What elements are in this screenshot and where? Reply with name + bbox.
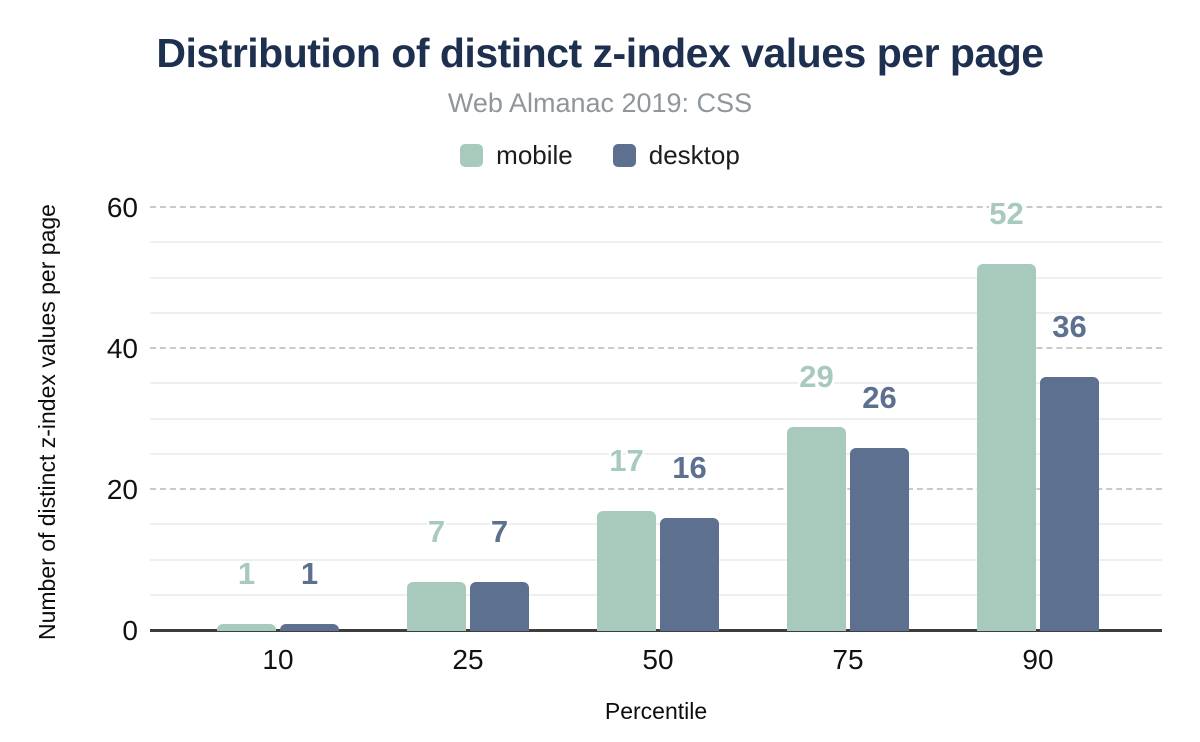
legend-swatch-mobile xyxy=(460,144,484,167)
bar-mobile-p90 xyxy=(977,264,1036,631)
bar-mobile-p25 xyxy=(407,581,466,631)
major-gridline-20 xyxy=(150,488,1162,490)
legend: mobile desktop xyxy=(0,140,1200,171)
minor-gridline-5 xyxy=(150,593,1162,596)
minor-gridline-30 xyxy=(150,417,1162,420)
minor-gridline-15 xyxy=(150,523,1162,526)
bar-desktop-p25 xyxy=(470,581,529,631)
legend-item-desktop: desktop xyxy=(612,140,740,171)
chart-subtitle: Web Almanac 2019: CSS xyxy=(447,88,753,118)
bar-value-label-mobile-p25: 7 xyxy=(427,513,446,549)
y-tick-label-20: 20 xyxy=(106,474,138,505)
legend-swatch-desktop xyxy=(612,144,636,167)
bar-desktop-p90 xyxy=(1040,377,1099,631)
minor-gridline-45 xyxy=(150,311,1162,314)
bar-value-label-desktop-p75: 26 xyxy=(862,379,897,415)
legend-label-mobile: mobile xyxy=(496,140,573,170)
bar-value-label-mobile-p75: 29 xyxy=(799,358,834,394)
bar-value-label-mobile-p90: 52 xyxy=(989,196,1024,232)
bar-desktop-p50 xyxy=(660,518,719,631)
x-tick-label-25: 25 xyxy=(452,644,484,675)
bar-value-label-mobile-p10: 1 xyxy=(237,555,256,591)
y-tick-label-40: 40 xyxy=(106,333,138,364)
x-tick-label-10: 10 xyxy=(262,644,294,675)
x-tick-label-75: 75 xyxy=(832,644,864,675)
minor-gridline-50 xyxy=(150,276,1162,279)
bar-value-label-desktop-p90: 36 xyxy=(1052,309,1087,345)
x-tick-label-90: 90 xyxy=(1022,644,1054,675)
bar-desktop-p10 xyxy=(280,623,339,631)
bar-value-label-desktop-p50: 16 xyxy=(672,450,707,486)
major-gridline-40 xyxy=(150,347,1162,349)
bar-desktop-p75 xyxy=(850,447,909,631)
legend-item-mobile: mobile xyxy=(460,140,573,171)
minor-gridline-55 xyxy=(150,241,1162,244)
minor-gridline-10 xyxy=(150,558,1162,561)
y-tick-label-60: 60 xyxy=(106,192,138,223)
major-gridline-60 xyxy=(150,206,1162,208)
minor-gridline-35 xyxy=(150,382,1162,385)
bar-value-label-desktop-p10: 1 xyxy=(300,555,319,591)
plot-area: 1 1 10 7 7 25 17 16 50 29 26 75 52 36 90 xyxy=(150,196,1162,675)
bar-value-label-mobile-p50: 17 xyxy=(609,443,644,479)
legend-label-desktop: desktop xyxy=(648,140,740,170)
chart-title: Distribution of distinct z-index values … xyxy=(156,30,1044,76)
x-axis-title: Percentile xyxy=(604,698,708,724)
bar-mobile-p10 xyxy=(217,623,276,631)
y-tick-label-0: 0 xyxy=(122,615,138,646)
y-axis-title: Number of distinct z-index values per pa… xyxy=(34,204,60,640)
minor-gridline-25 xyxy=(150,452,1162,455)
x-tick-label-50: 50 xyxy=(642,644,674,675)
x-axis-baseline xyxy=(150,629,1162,632)
bar-mobile-p50 xyxy=(597,511,656,631)
bar-value-label-desktop-p25: 7 xyxy=(490,513,509,549)
bar-mobile-p75 xyxy=(787,426,846,631)
